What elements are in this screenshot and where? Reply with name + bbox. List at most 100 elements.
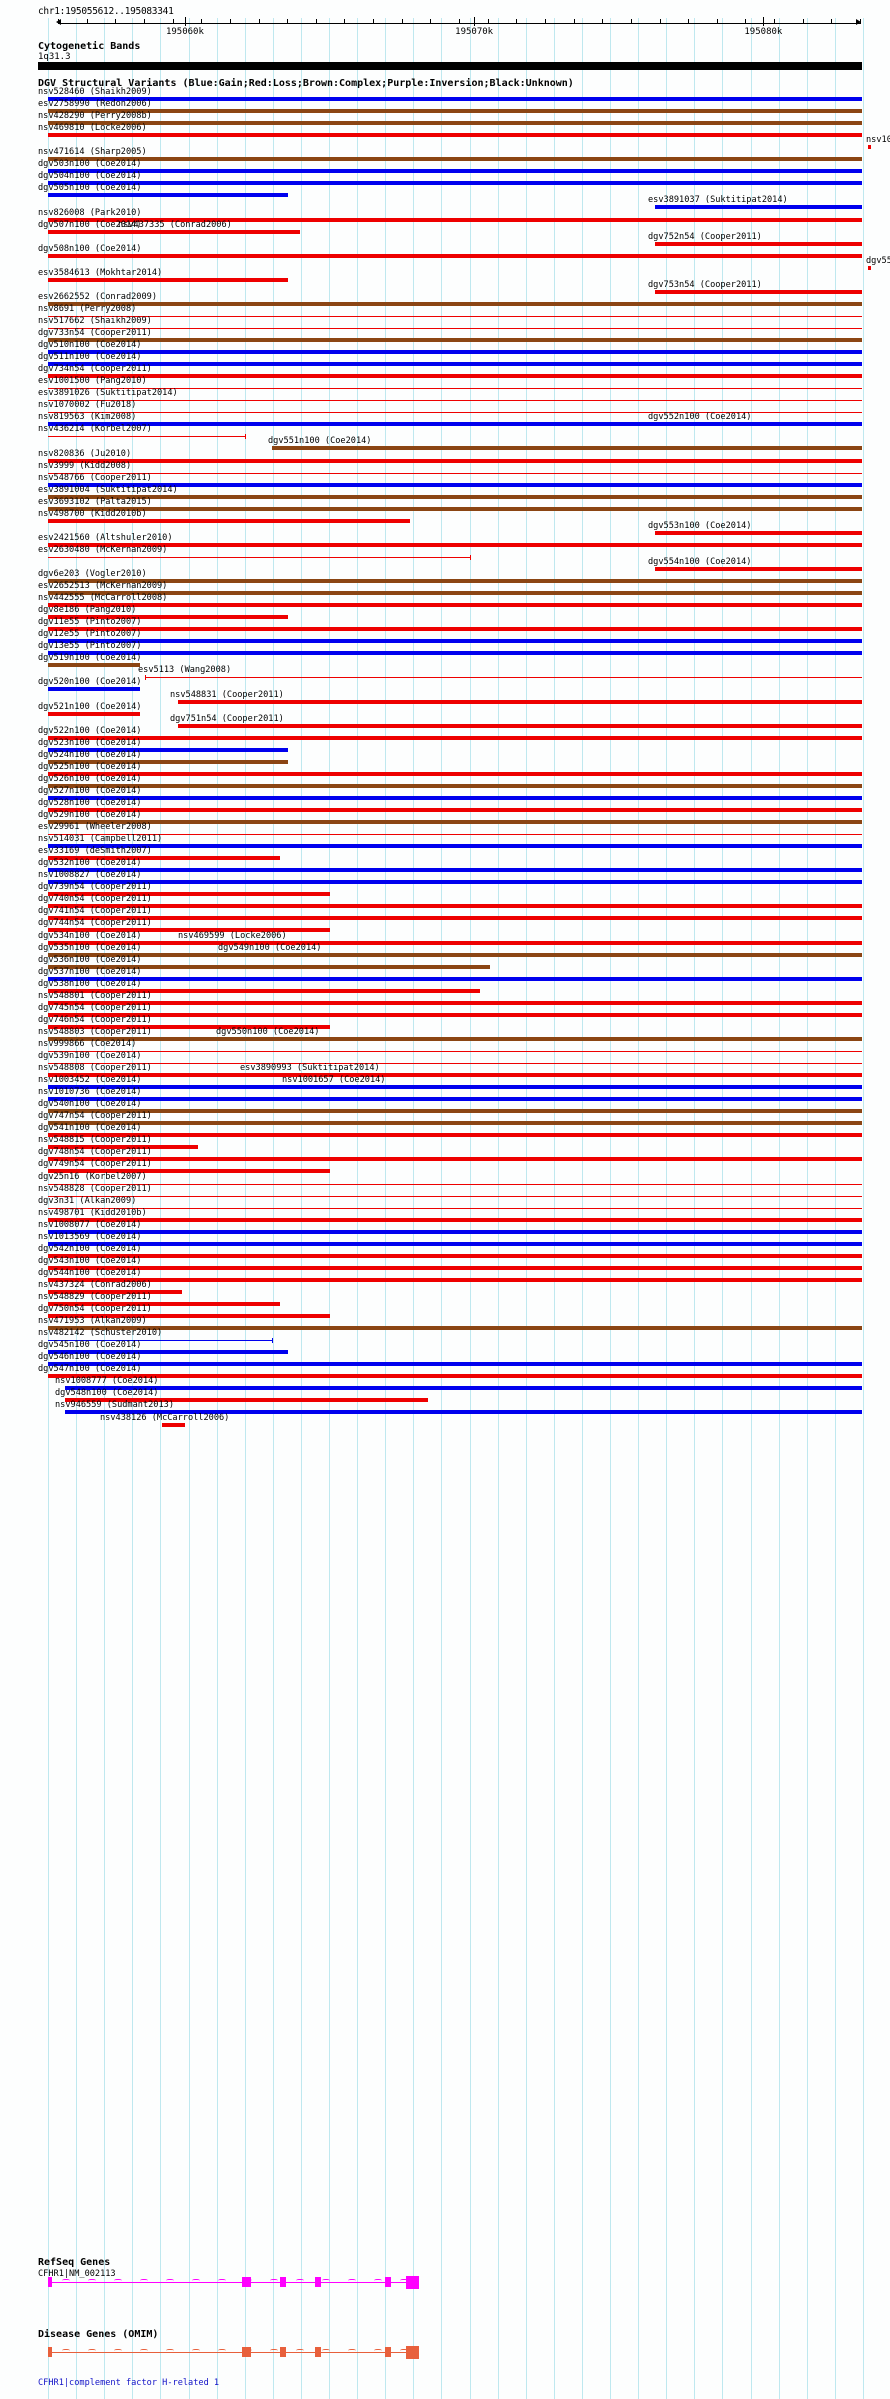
- variant-bar[interactable]: [48, 1326, 862, 1331]
- variant-label[interactable]: nsv514031 (Campbell2011): [38, 834, 163, 845]
- variant-bar[interactable]: [48, 820, 862, 824]
- variant-label[interactable]: nsv1008777 (Coe2014): [55, 1376, 159, 1387]
- variant-label[interactable]: esv1001500 (Pang2010): [38, 376, 147, 387]
- variant-bar[interactable]: [282, 1085, 862, 1090]
- variant-bar[interactable]: [48, 229, 300, 234]
- variant-label[interactable]: dgv527n100 (Coe2014): [38, 785, 142, 796]
- variant-bar[interactable]: [48, 422, 862, 427]
- variant-bar[interactable]: [48, 1289, 182, 1294]
- variant-bar[interactable]: [48, 579, 862, 583]
- variant-label[interactable]: nsv469599 (Locke2006): [178, 930, 287, 941]
- variant-bar[interactable]: [48, 795, 862, 800]
- variant-label[interactable]: dgv542n100 (Coe2014): [38, 1243, 142, 1254]
- variant-bar[interactable]: [48, 542, 862, 547]
- variant-bar[interactable]: [218, 952, 862, 957]
- variant-label[interactable]: nsv1013569 (Coe2014): [38, 1231, 142, 1242]
- variant-label[interactable]: dgv545n100 (Coe2014): [38, 1340, 142, 1351]
- variant-bar[interactable]: [48, 1024, 330, 1029]
- variant-bar[interactable]: [48, 591, 862, 596]
- variant-label[interactable]: dgv3n31 (Alkan2009): [38, 1195, 137, 1206]
- variant-bar[interactable]: [48, 747, 288, 752]
- variant-label[interactable]: esv2652513 (McKernan2009): [38, 581, 168, 592]
- variant-label[interactable]: dgv12e55 (Pinto2007): [38, 629, 142, 640]
- variant-label[interactable]: dgv507n100 (Coe2014): [38, 219, 142, 230]
- refseq-gene-exon[interactable]: [406, 2275, 419, 2289]
- variant-bar[interactable]: [655, 530, 862, 535]
- variant-bar[interactable]: [65, 1410, 862, 1415]
- variant-bar[interactable]: [48, 687, 140, 692]
- variant-bar[interactable]: [48, 338, 862, 342]
- variant-line[interactable]: [48, 315, 862, 317]
- variant-label[interactable]: esv2421560 (Altshuler2010): [38, 532, 173, 543]
- variant-bar[interactable]: [48, 1036, 288, 1041]
- variant-label[interactable]: nsv428290 (Perry2008b): [38, 111, 152, 122]
- variant-line[interactable]: [48, 1340, 272, 1342]
- variant-line[interactable]: [48, 1183, 862, 1185]
- variant-label[interactable]: dgv733n54 (Cooper2011): [38, 328, 152, 338]
- omim-gene-exon[interactable]: [48, 2347, 52, 2357]
- variant-bar[interactable]: [655, 241, 862, 246]
- variant-line[interactable]: [48, 1063, 862, 1064]
- variant-label[interactable]: nsv548803 (Cooper2011): [38, 1026, 152, 1037]
- variant-bar[interactable]: [655, 422, 862, 427]
- variant-bar[interactable]: [48, 97, 862, 101]
- variant-label[interactable]: nsv819563 (Kim2008): [38, 412, 137, 423]
- variant-bar[interactable]: [178, 699, 862, 704]
- refseq-gene-exon[interactable]: [48, 2277, 52, 2287]
- variant-bar[interactable]: [48, 928, 330, 933]
- variant-label[interactable]: nsv1070002 (Fu2018): [38, 400, 137, 411]
- variant-bar[interactable]: [48, 169, 862, 174]
- variant-label[interactable]: nsv548828 (Cooper2011): [38, 1183, 152, 1194]
- variant-line[interactable]: [48, 834, 862, 836]
- variant-bar[interactable]: [48, 880, 862, 885]
- variant-line[interactable]: [48, 472, 862, 474]
- variant-bar[interactable]: [48, 807, 862, 812]
- variant-bar[interactable]: [48, 844, 862, 849]
- omim-gene-label[interactable]: CFHR1|complement factor H-related 1: [38, 2378, 220, 2388]
- variant-label[interactable]: dgv752n54 (Cooper2011): [648, 231, 762, 242]
- variant-bar[interactable]: [240, 1073, 862, 1078]
- variant-bar[interactable]: [48, 892, 330, 897]
- refseq-gene-exon[interactable]: [280, 2277, 286, 2287]
- variant-bar[interactable]: [48, 1302, 280, 1306]
- variant-bar[interactable]: [48, 1374, 862, 1379]
- variant-label[interactable]: dgv536n100 (Coe2014): [38, 954, 142, 965]
- variant-bar[interactable]: [48, 374, 862, 379]
- variant-label[interactable]: nsv528460 (Shaikh2009): [38, 87, 152, 97]
- variant-label[interactable]: dgv745n54 (Cooper2011): [38, 1002, 152, 1013]
- variant-bar[interactable]: [48, 1229, 862, 1234]
- omim-gene-exon[interactable]: [385, 2347, 391, 2357]
- refseq-gene-exon[interactable]: [242, 2277, 251, 2287]
- variant-bar[interactable]: [48, 1362, 862, 1367]
- variant-label[interactable]: esv2662552 (Conrad2009): [38, 291, 157, 302]
- variant-label[interactable]: dgv526n100 (Coe2014): [38, 773, 142, 784]
- variant-bar[interactable]: [48, 253, 862, 258]
- variant-label[interactable]: esv3890993 (Suktitipat2014): [240, 1063, 380, 1074]
- variant-label[interactable]: dgv748n54 (Cooper2011): [38, 1147, 152, 1158]
- variant-bar[interactable]: [216, 1036, 862, 1041]
- variant-bar[interactable]: [65, 1386, 862, 1391]
- variant-label[interactable]: nsv820836 (Ju2010): [38, 448, 132, 459]
- variant-label[interactable]: dgv11e55 (Pinto2007): [38, 617, 142, 628]
- variant-bar[interactable]: [655, 289, 862, 294]
- variant-label[interactable]: dgv510n100 (Coe2014): [38, 340, 142, 351]
- variant-label[interactable]: dgv739n54 (Cooper2011): [38, 882, 152, 893]
- variant-bar[interactable]: [48, 639, 862, 644]
- variant-bar[interactable]: [162, 1422, 185, 1427]
- refseq-gene-exon[interactable]: [315, 2277, 321, 2287]
- variant-bar[interactable]: [48, 193, 288, 198]
- variant-line[interactable]: [48, 400, 862, 402]
- variant-bar[interactable]: [48, 482, 862, 487]
- refseq-gene-label[interactable]: CFHR1|NM_002113: [38, 2269, 116, 2279]
- variant-bar[interactable]: [48, 904, 862, 909]
- variant-label[interactable]: dgv528n100 (Coe2014): [38, 797, 142, 808]
- variant-bar[interactable]: [48, 181, 862, 186]
- variant-label[interactable]: dgv504n100 (Coe2014): [38, 171, 142, 182]
- variant-label[interactable]: nsv471953 (Alkan2009): [38, 1316, 147, 1327]
- variant-label[interactable]: dgv534n100 (Coe2014): [38, 930, 142, 941]
- variant-bar[interactable]: [48, 856, 280, 861]
- variant-bar[interactable]: [48, 1145, 198, 1150]
- variant-label[interactable]: nsv438126 (McCarroll2006): [100, 1412, 230, 1423]
- variant-label[interactable]: dgv13e55 (Pinto2007): [38, 641, 142, 652]
- variant-label[interactable]: dgv55: [866, 255, 890, 266]
